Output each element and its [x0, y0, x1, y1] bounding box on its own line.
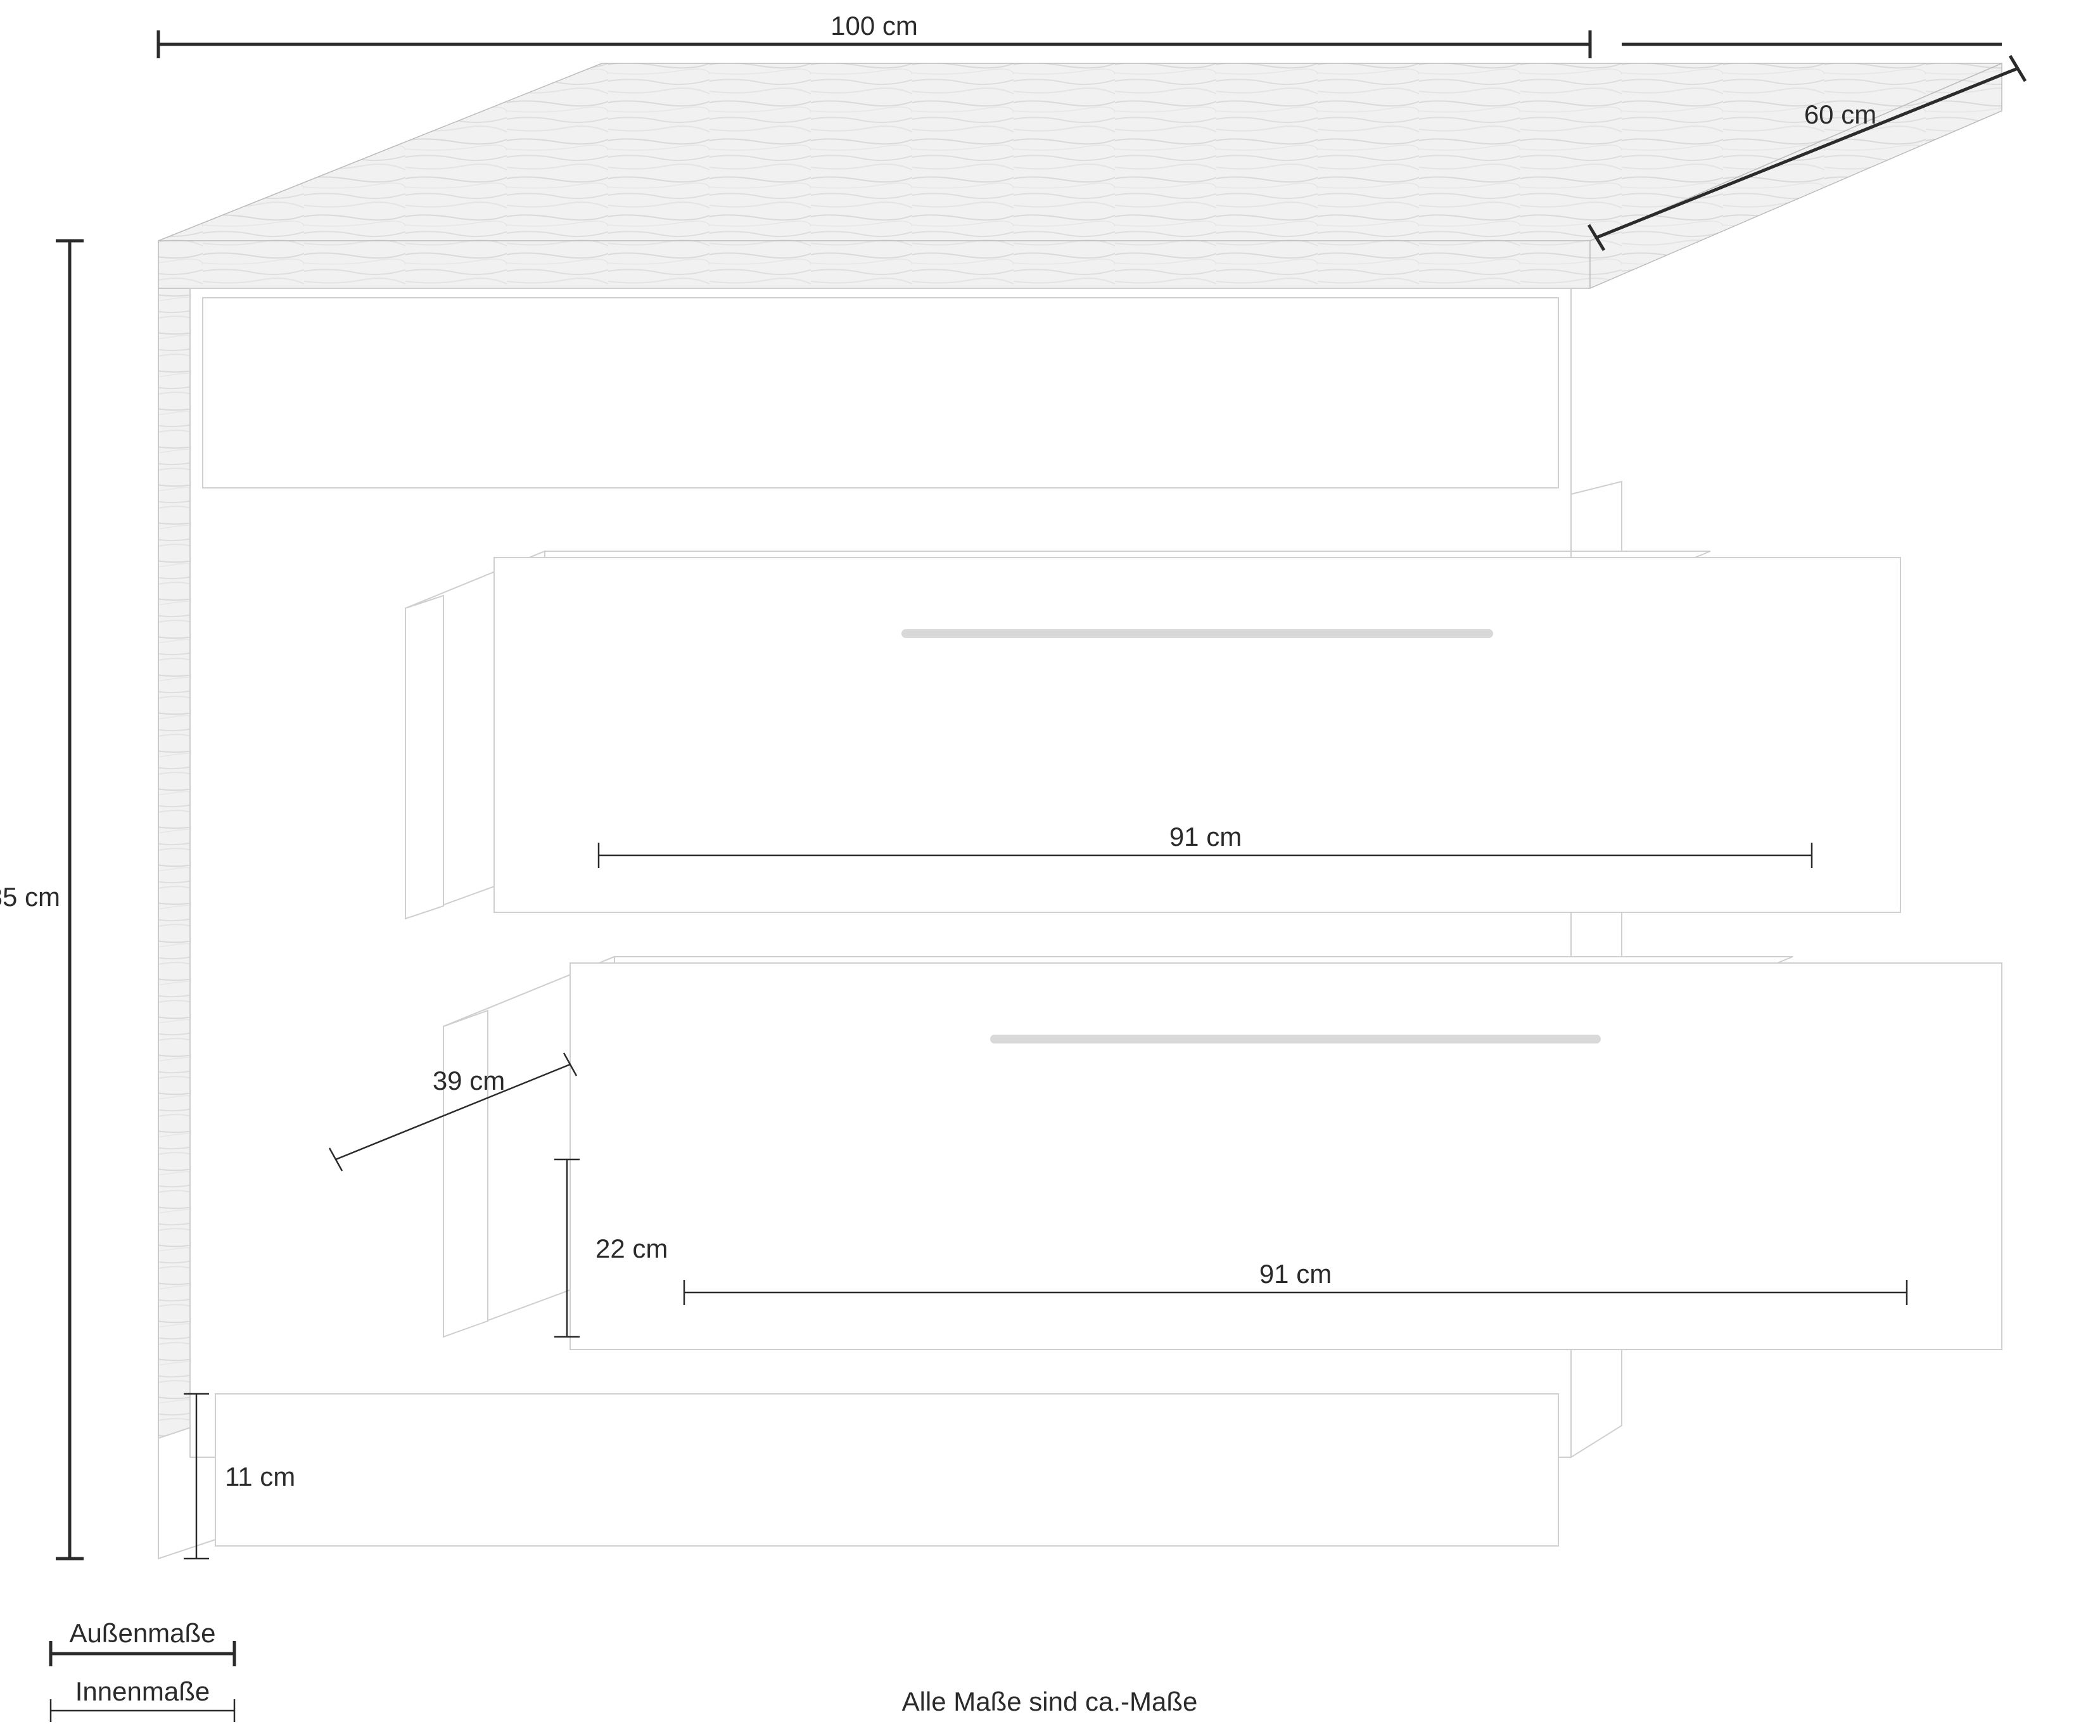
cabinet-drawing	[158, 63, 2002, 1559]
dim-drawer1-width-label: 91 cm	[1169, 822, 1242, 852]
dim-drawer-height-label: 22 cm	[595, 1234, 668, 1263]
top-rail	[203, 298, 1558, 488]
worktop-front-edge	[158, 241, 1590, 288]
dim-height: 85 cm	[0, 241, 84, 1559]
drawer-2-front	[570, 963, 2002, 1350]
note-text: Alle Maße sind ca.-Maße	[902, 1687, 1198, 1716]
drawer-2	[443, 957, 2002, 1350]
dim-width: 100 cm	[158, 11, 1590, 58]
legend-inner-label: Innenmaße	[75, 1676, 210, 1706]
dim-drawer-depth-label: 39 cm	[433, 1066, 505, 1095]
drawer-1	[405, 551, 1900, 919]
dim-depth-label: 60 cm	[1804, 99, 1876, 129]
legend: Außenmaße Innenmaße	[51, 1618, 234, 1722]
dim-width-label: 100 cm	[830, 11, 918, 41]
dim-drawer2-width-label: 91 cm	[1259, 1259, 1332, 1289]
plinth	[215, 1394, 1558, 1546]
legend-outer-label: Außenmaße	[69, 1618, 215, 1648]
dim-plinth-height-label: 11 cm	[225, 1462, 295, 1491]
drawer-1-front	[494, 558, 1900, 912]
dim-height-label: 85 cm	[0, 882, 60, 912]
